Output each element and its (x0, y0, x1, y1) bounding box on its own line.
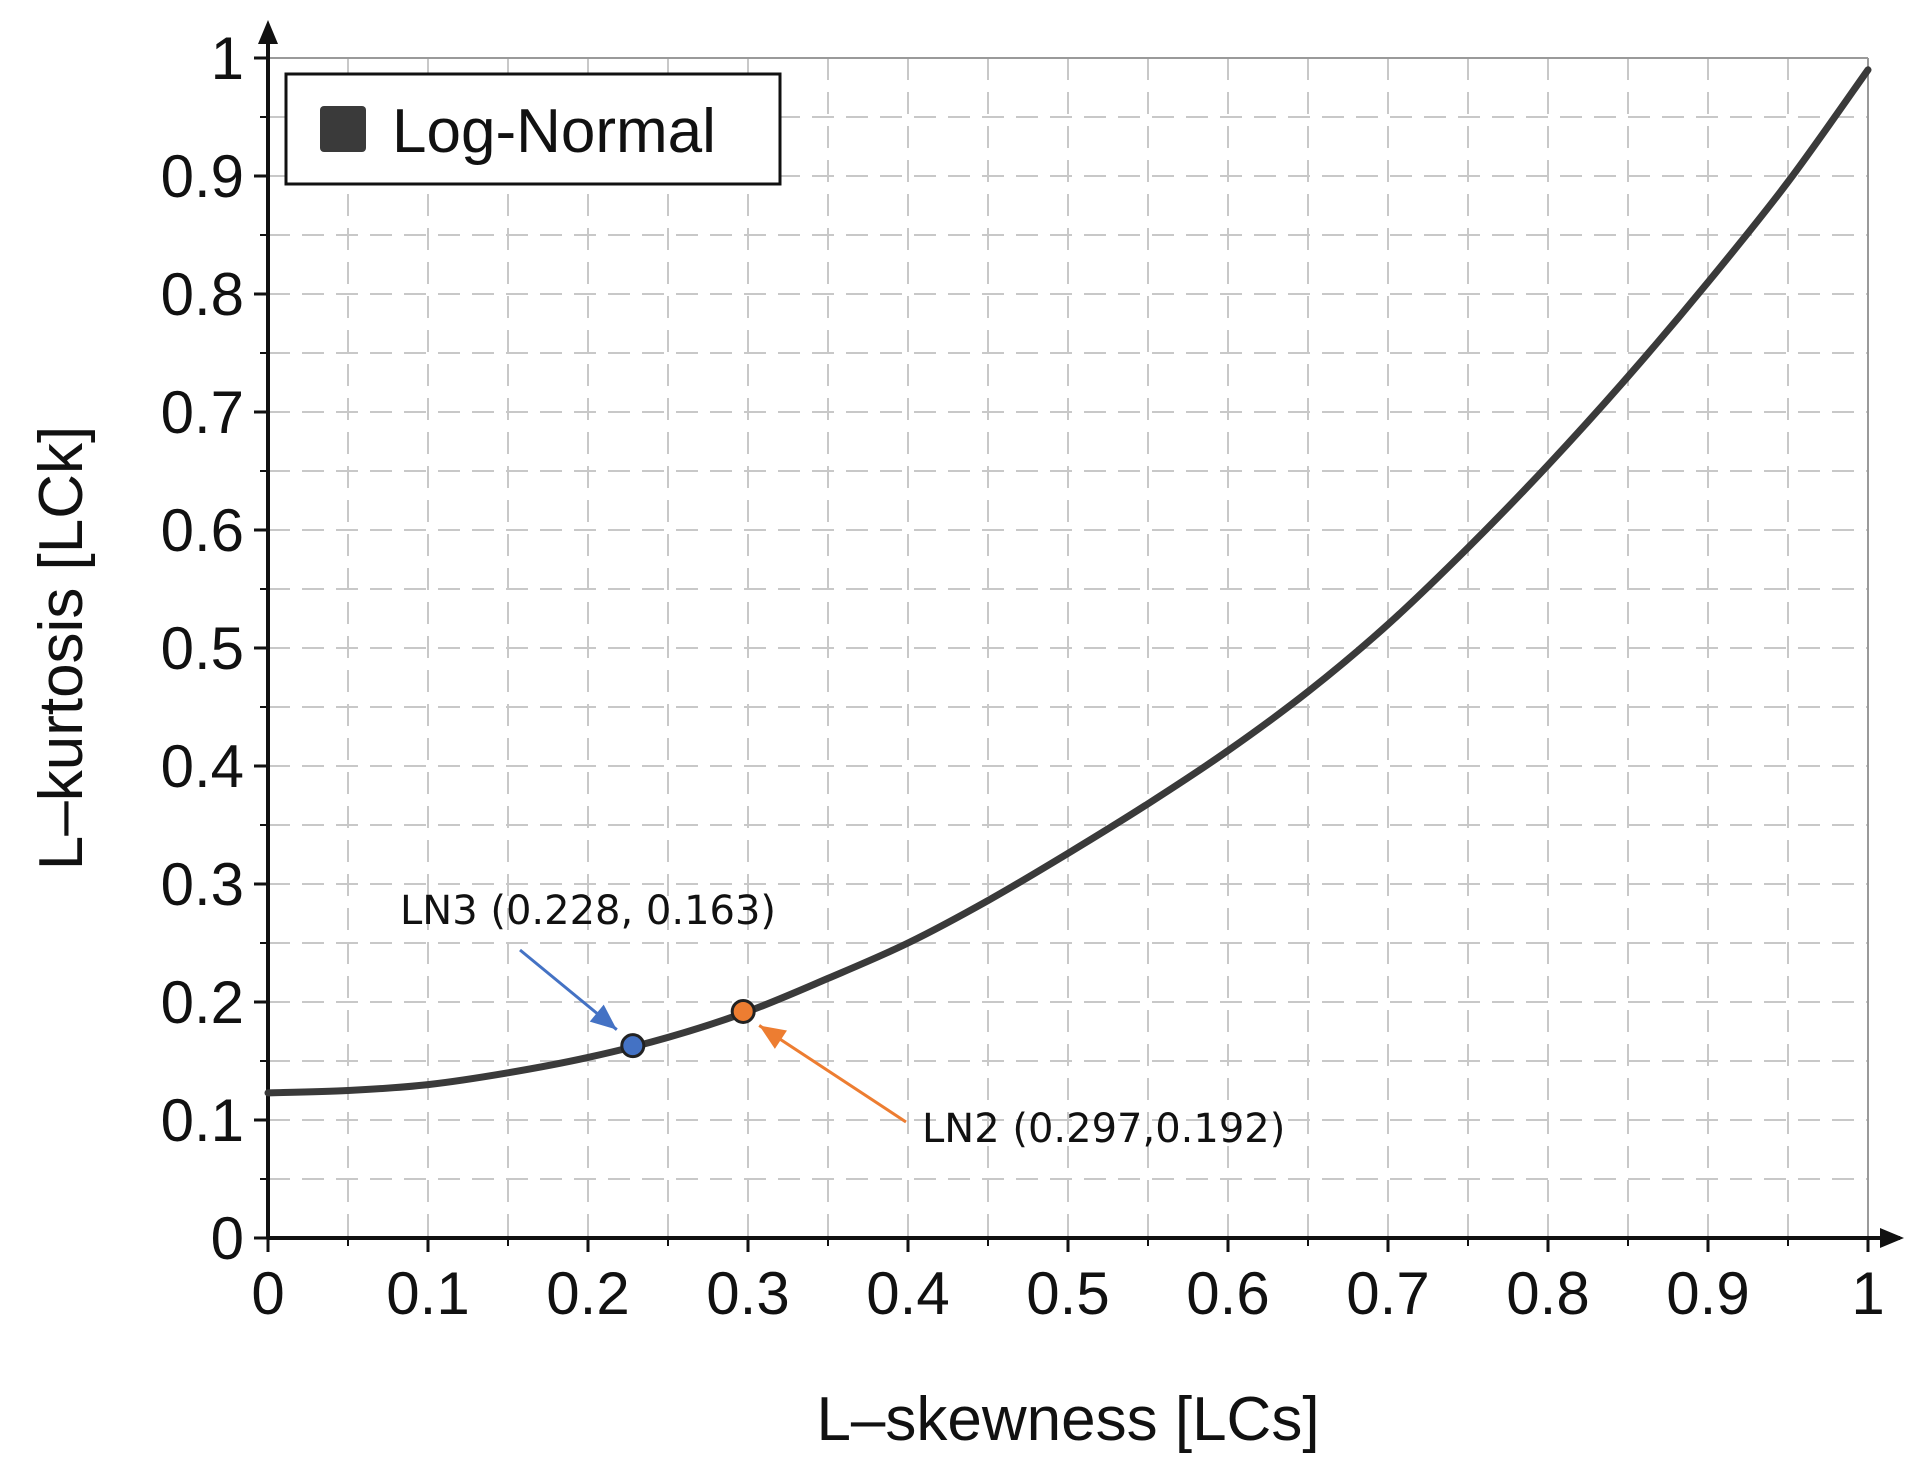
data-point-marker (620, 1033, 646, 1059)
series-line-log-normal (264, 66, 1872, 1097)
legend-entry-log-normal: Log-Normal (392, 97, 716, 166)
y-tick-label: 0 (211, 1205, 244, 1272)
x-tick-label: 0.7 (1346, 1260, 1429, 1327)
plot-frame (258, 20, 1904, 1248)
x-tick-label: 0.1 (386, 1260, 469, 1327)
annotation-arrowhead (759, 1025, 787, 1049)
y-tick-label: 0.5 (161, 615, 244, 682)
x-tick-label: 0.2 (546, 1260, 629, 1327)
x-tick-label: 1 (1851, 1260, 1884, 1327)
y-tick-label: 0.1 (161, 1087, 244, 1154)
x-tick-label: 0 (251, 1260, 284, 1327)
y-tick-label: 0.6 (161, 497, 244, 564)
annotation-label: LN2 (0.297,0.192) (922, 1106, 1285, 1152)
annotation-label: LN3 (0.228, 0.163) (400, 888, 776, 934)
x-tick-label: 0.8 (1506, 1260, 1589, 1327)
annotation-arrow (758, 1024, 907, 1124)
grid (268, 58, 1868, 1238)
y-axis-title: L–kurtosis [LCk] (27, 426, 96, 871)
legend: Log-Normal (284, 72, 782, 186)
ticks: 0 0.1 0.2 0.3 0.4 0.5 0.6 0.7 0.8 0.9 1 0 0.1 0.2 0.3 0… (161, 25, 1885, 1327)
y-tick-label: 0.7 (161, 379, 244, 446)
y-tick-label: 0.9 (161, 143, 244, 210)
y-tick-label: 0.2 (161, 969, 244, 1036)
y-axis-arrow (258, 20, 278, 44)
x-tick-label: 0.4 (866, 1260, 949, 1327)
annotation-arrowhead (589, 1004, 617, 1030)
highlight-points: LN3 (0.228, 0.163) LN2 (0.297,0.192) (400, 888, 1285, 1152)
y-tick-label: 0.4 (161, 733, 244, 800)
y-tick-label: 0.3 (161, 851, 244, 918)
x-tick-label: 0.3 (706, 1260, 789, 1327)
legend-swatch (320, 106, 366, 152)
x-tick-label: 0.5 (1026, 1260, 1109, 1327)
legend-box (284, 72, 782, 186)
series (264, 66, 1872, 1097)
x-tick-label: 0.6 (1186, 1260, 1269, 1327)
data-point-marker (730, 998, 756, 1024)
x-axis-arrow (1880, 1228, 1904, 1248)
x-tick-label: 0.9 (1666, 1260, 1749, 1327)
y-tick-label: 1 (211, 25, 244, 92)
x-axis-title: L–skewness [LCs] (816, 1385, 1319, 1454)
y-tick-label: 0.8 (161, 261, 244, 328)
